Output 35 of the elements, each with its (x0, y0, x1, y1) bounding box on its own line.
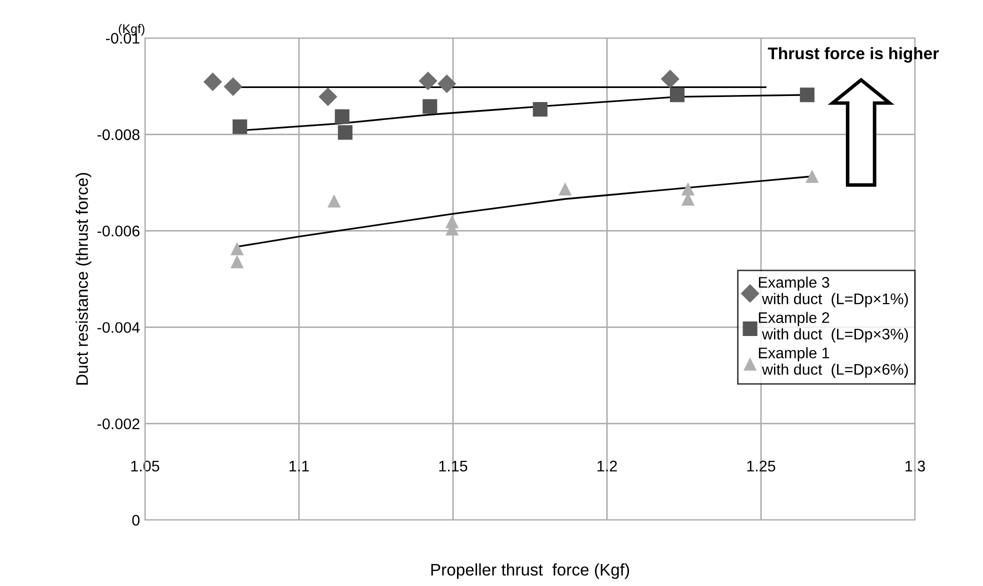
point (328, 194, 341, 208)
point (800, 88, 814, 102)
point (230, 242, 244, 256)
point (532, 102, 548, 117)
point (224, 77, 242, 96)
point (203, 72, 222, 92)
point (230, 255, 244, 268)
point (418, 72, 438, 90)
x-tick-label: 1.25 (747, 460, 776, 472)
x-tick-label: 1.1 (290, 460, 309, 472)
legend-label: Example 3 with duct (L=Dp×1%) (758, 276, 908, 308)
y-tick-label: -0.002 (98, 418, 140, 430)
point (806, 170, 819, 183)
point (334, 109, 350, 124)
y-axis-title: Duct resistance (thrust force) (76, 173, 92, 385)
y-tick-label: -0.008 (98, 129, 140, 140)
point (681, 182, 695, 196)
x-tick-label: 1.15 (439, 460, 468, 472)
legend-label: Example 1 with duct (L=Dp×6%) (758, 347, 908, 378)
point (670, 88, 685, 102)
legend-label: Example 2 with duct (L=Dp×3%) (758, 312, 908, 343)
point (558, 182, 572, 196)
point (232, 119, 248, 134)
point (318, 87, 338, 106)
x-tick-label: 1.3 (906, 460, 925, 472)
point (422, 99, 438, 114)
point (660, 70, 680, 88)
point (338, 125, 352, 140)
y-tick-label: 0 (132, 514, 140, 526)
annotation: Thrust force is higher (768, 47, 939, 63)
x-tick-label: 1.2 (598, 460, 617, 472)
x-axis-title: Propeller thrust force (Kgf) (431, 563, 630, 579)
y-tick-label: -0.004 (98, 322, 140, 333)
point (438, 74, 456, 94)
y-tick-label: -0.006 (98, 226, 140, 236)
